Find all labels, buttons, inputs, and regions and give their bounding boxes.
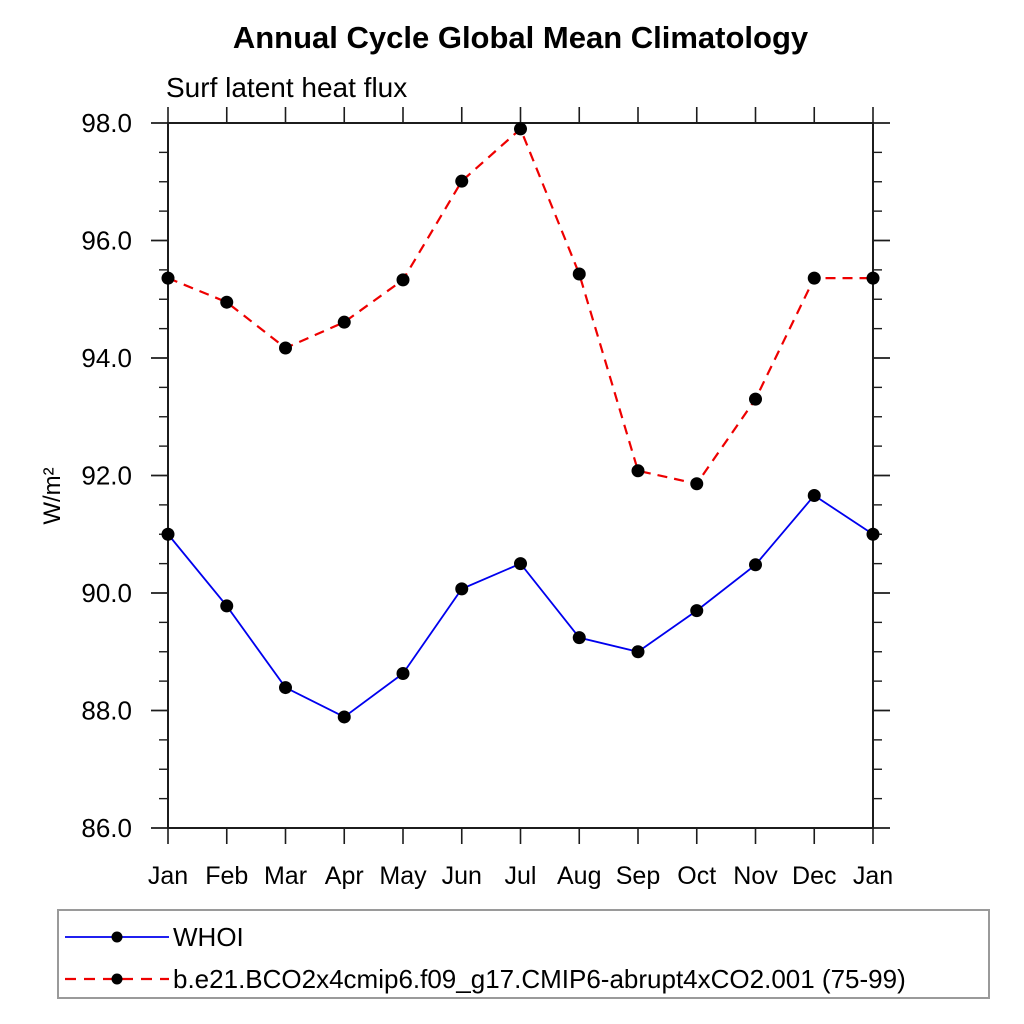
y-tick-label: 94.0 bbox=[81, 343, 132, 373]
legend-line-sample bbox=[65, 931, 169, 943]
series-0-marker bbox=[220, 599, 234, 613]
chart-subtitle: Surf latent heat flux bbox=[166, 72, 408, 103]
legend-item-0: WHOI bbox=[63, 919, 244, 955]
y-tick-label: 92.0 bbox=[81, 461, 132, 491]
x-tick-label: Feb bbox=[205, 862, 248, 890]
x-tick-label: Mar bbox=[264, 862, 307, 890]
plot-frame bbox=[167, 122, 874, 829]
legend-line-sample bbox=[65, 973, 169, 985]
series-0-marker bbox=[396, 666, 410, 680]
x-tick-label: May bbox=[379, 862, 427, 890]
x-tick-label: Dec bbox=[792, 862, 836, 890]
y-tick-label: 86.0 bbox=[81, 813, 132, 843]
series-0-marker bbox=[690, 604, 704, 618]
series-1-marker bbox=[279, 341, 292, 355]
series-1-marker bbox=[807, 271, 821, 285]
chart-title: Annual Cycle Global Mean Climatology bbox=[232, 20, 809, 55]
series-1-marker bbox=[514, 122, 527, 136]
series-0-marker bbox=[337, 710, 351, 724]
series-1-marker bbox=[866, 271, 880, 285]
series-line-1 bbox=[167, 127, 873, 485]
series-1-marker bbox=[631, 464, 645, 478]
y-tick-label: 88.0 bbox=[81, 696, 132, 726]
series-1-marker bbox=[455, 174, 469, 188]
series-1-marker bbox=[572, 267, 586, 281]
y-tick-label: 98.0 bbox=[81, 108, 132, 138]
series-1-marker bbox=[690, 477, 704, 491]
x-tick-label: Jul bbox=[505, 862, 537, 890]
x-tick-label: Oct bbox=[677, 862, 716, 890]
series-1-marker bbox=[220, 295, 234, 309]
x-tick-label: Apr bbox=[325, 862, 364, 890]
series-1-marker bbox=[396, 273, 410, 287]
legend-label-1: b.e21.BCO2x4cmip6.f09_g17.CMIP6-abrupt4x… bbox=[173, 963, 906, 994]
x-tick-label: Jan bbox=[148, 862, 188, 890]
series-0-marker bbox=[749, 558, 762, 572]
series-0-marker bbox=[455, 582, 469, 596]
legend-sample-marker bbox=[111, 973, 123, 985]
legend-label-0: WHOI bbox=[173, 921, 244, 952]
series-1-marker bbox=[749, 392, 762, 406]
y-tick-label: 90.0 bbox=[81, 578, 132, 608]
legend-sample-marker bbox=[111, 931, 123, 943]
x-tick-label: Aug bbox=[557, 862, 601, 890]
series-0-marker bbox=[279, 681, 292, 695]
series-0-marker bbox=[514, 557, 527, 571]
x-tick-label: Nov bbox=[733, 862, 778, 890]
legend: WHOI b.e21.BCO2x4cmip6.f09_g17.CMIP6-abru… bbox=[57, 909, 990, 999]
series-1-marker bbox=[161, 271, 175, 285]
legend-item-1: b.e21.BCO2x4cmip6.f09_g17.CMIP6-abrupt4x… bbox=[63, 961, 906, 997]
y-tick-label: 96.0 bbox=[81, 226, 132, 256]
x-tick-label: Jun bbox=[442, 862, 482, 890]
series-0-marker bbox=[572, 631, 586, 645]
series-0-marker bbox=[807, 488, 821, 502]
series-0-marker bbox=[866, 527, 880, 541]
series-line-0 bbox=[167, 494, 874, 719]
series-0-marker bbox=[631, 645, 645, 659]
series-1-marker bbox=[337, 315, 351, 329]
x-tick-label: Jan bbox=[853, 862, 893, 890]
x-tick-label: Sep bbox=[616, 862, 660, 890]
series-0-marker bbox=[161, 527, 175, 541]
